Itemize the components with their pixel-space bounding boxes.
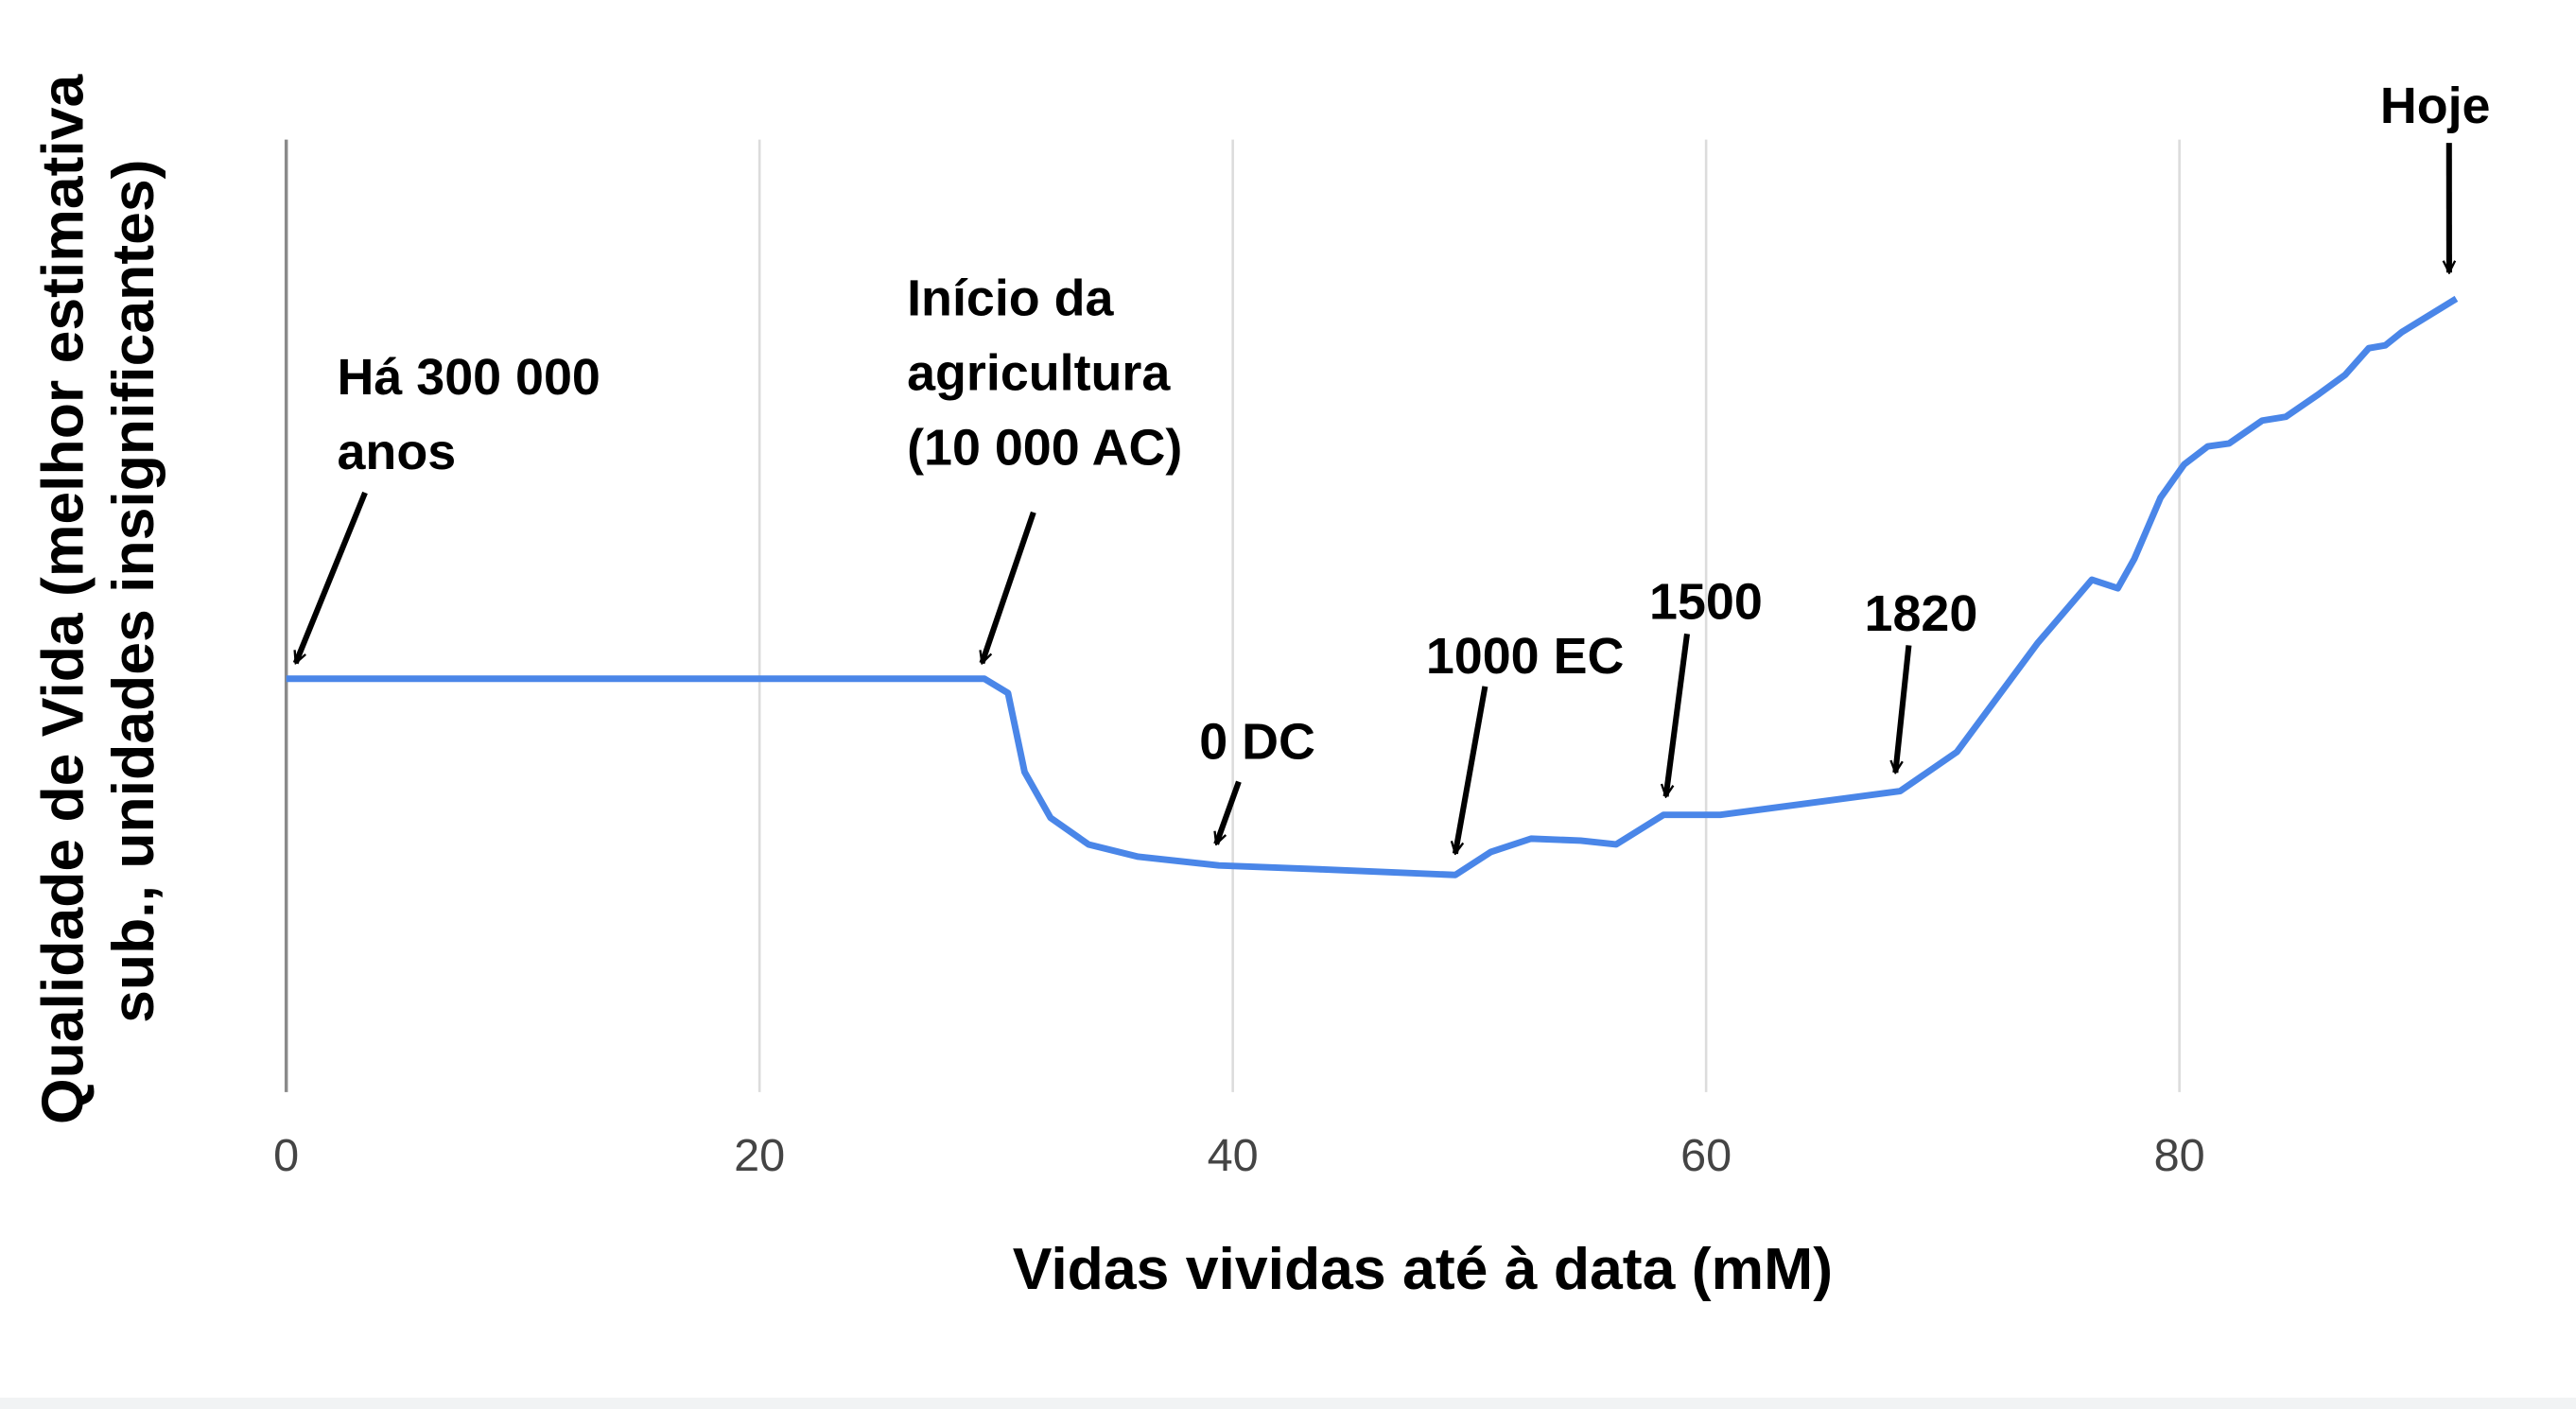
x-tick-label: 60	[1680, 1130, 1732, 1181]
annotation-label: agricultura	[907, 344, 1171, 401]
annotation: Hoje	[2380, 78, 2491, 272]
annotation-label: 1000 EC	[1426, 628, 1624, 685]
annotation-label: 1500	[1649, 574, 1763, 631]
annotation: Há 300 000 anos	[292, 349, 600, 663]
annotation-label: Início da	[907, 270, 1114, 326]
y-axis-label: Qualidade de Vida (melhor estimativa sub…	[29, 73, 166, 1124]
annotation: 1000 EC	[1426, 628, 1624, 854]
gridlines	[284, 139, 2181, 1092]
series-line	[286, 295, 2459, 878]
x-axis-label: Vidas vividas até à data (mM)	[1013, 1236, 1833, 1302]
y-axis-label-line-1: Qualidade de Vida (melhor estimativa	[29, 73, 96, 1124]
annotation: 1820	[1865, 585, 1978, 773]
annotation-label: Há 300 000	[338, 349, 600, 406]
arrow-icon	[1666, 633, 1691, 796]
annotation-label: 1820	[1865, 585, 1978, 642]
annotation-label: Hoje	[2380, 78, 2491, 134]
x-tick-labels: 0 20 40 60 80	[273, 1130, 2205, 1181]
annotation-label: anos	[338, 424, 457, 480]
arrow-icon	[1455, 686, 1488, 854]
y-axis-label-line-2: sub., unidades insignificantes)	[100, 160, 166, 1023]
x-tick-label: 0	[273, 1130, 299, 1181]
annotation-label: (10 000 AC)	[907, 419, 1182, 476]
arrow-icon	[982, 511, 1036, 663]
arrow-icon	[292, 491, 368, 663]
arrow-icon	[1895, 645, 1912, 773]
x-tick-label: 40	[1208, 1130, 1259, 1181]
x-tick-label: 20	[734, 1130, 785, 1181]
annotation: 1500	[1649, 574, 1763, 797]
annotation-label: 0 DC	[1199, 713, 1315, 770]
annotation: 0 DC	[1199, 713, 1315, 844]
annotation: Início da agricultura (10 000 AC)	[907, 270, 1182, 663]
arrow-icon	[1213, 780, 1242, 844]
annotations: Há 300 000 anos Início da agricultura (10 00…	[292, 78, 2491, 854]
x-tick-label: 80	[2154, 1130, 2205, 1181]
footer-band	[0, 1398, 2576, 1409]
